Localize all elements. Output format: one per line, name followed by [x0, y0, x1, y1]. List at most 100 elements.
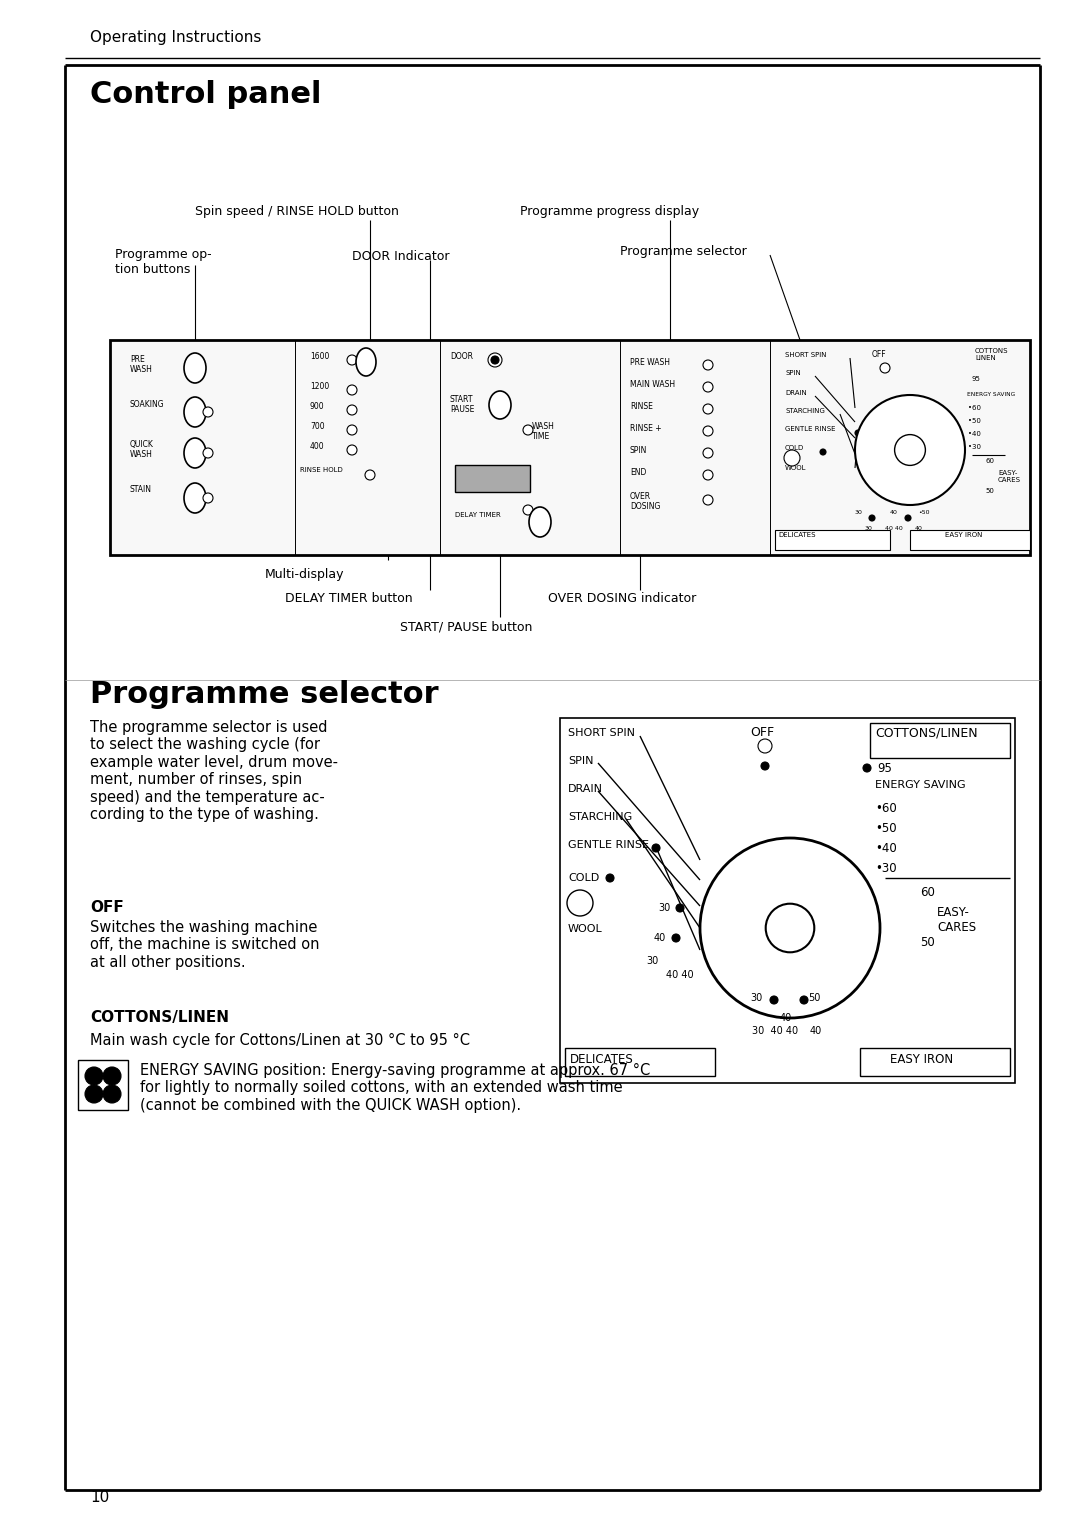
Text: GENTLE RINSE: GENTLE RINSE — [568, 839, 649, 850]
Text: 60: 60 — [920, 885, 935, 899]
Circle shape — [766, 904, 814, 953]
Text: SPIN: SPIN — [568, 755, 594, 766]
Circle shape — [905, 515, 912, 521]
Text: •40: •40 — [968, 431, 981, 437]
Text: DELICATES: DELICATES — [778, 532, 815, 538]
Text: QUICK
WASH: QUICK WASH — [130, 440, 153, 459]
Text: WOOL: WOOL — [568, 924, 603, 934]
Circle shape — [855, 430, 861, 436]
Circle shape — [703, 404, 713, 414]
Text: 40 40: 40 40 — [666, 969, 693, 980]
Text: •40: •40 — [875, 842, 896, 855]
Circle shape — [606, 875, 615, 882]
Text: SPIN: SPIN — [785, 370, 800, 376]
Text: OFF: OFF — [872, 350, 887, 359]
Bar — [110, 339, 1030, 555]
Text: 400: 400 — [310, 442, 325, 451]
Circle shape — [347, 405, 357, 414]
Circle shape — [103, 1067, 121, 1086]
Text: ENERGY SAVING position: Energy-saving programme at approx. 67 °C
for lightly to : ENERGY SAVING position: Energy-saving pr… — [140, 1063, 650, 1113]
Circle shape — [523, 425, 534, 434]
Circle shape — [203, 448, 213, 459]
Text: 10: 10 — [90, 1489, 109, 1505]
Text: END: END — [630, 468, 646, 477]
Circle shape — [488, 353, 502, 367]
Circle shape — [894, 434, 926, 465]
Text: DELAY TIMER: DELAY TIMER — [455, 512, 501, 518]
Text: RINSE: RINSE — [630, 402, 653, 411]
Text: 30: 30 — [865, 526, 873, 531]
Ellipse shape — [529, 508, 551, 537]
Circle shape — [855, 394, 966, 505]
Bar — [860, 1047, 1010, 1076]
Text: ENERGY SAVING: ENERGY SAVING — [875, 780, 966, 790]
Circle shape — [365, 469, 375, 480]
Text: COTTONS
LINEN: COTTONS LINEN — [975, 349, 1009, 361]
Circle shape — [567, 890, 593, 916]
Text: STARCHING: STARCHING — [568, 812, 632, 823]
Text: EASY IRON: EASY IRON — [890, 1053, 954, 1066]
Text: •30: •30 — [968, 443, 981, 450]
Text: PRE
WASH: PRE WASH — [130, 355, 153, 375]
Circle shape — [703, 382, 713, 391]
Text: OFF: OFF — [90, 901, 124, 914]
Bar — [561, 719, 1015, 1083]
Text: 30  40 40: 30 40 40 — [752, 1026, 798, 1037]
Circle shape — [761, 761, 769, 771]
Text: •60: •60 — [875, 803, 896, 815]
Text: 30: 30 — [658, 904, 671, 913]
Text: DRAIN: DRAIN — [785, 390, 807, 396]
Text: Multi-display: Multi-display — [265, 567, 345, 581]
Text: DELAY TIMER button: DELAY TIMER button — [285, 592, 413, 605]
Circle shape — [491, 356, 499, 364]
Text: EASY-
CARES: EASY- CARES — [998, 469, 1021, 483]
Circle shape — [703, 427, 713, 436]
Circle shape — [523, 505, 534, 515]
Bar — [455, 465, 530, 492]
Text: 95: 95 — [972, 376, 981, 382]
Circle shape — [85, 1086, 103, 1102]
Circle shape — [652, 844, 660, 852]
Circle shape — [347, 425, 357, 434]
Circle shape — [700, 838, 880, 1018]
Text: DOOR: DOOR — [450, 352, 473, 361]
Text: 40: 40 — [915, 526, 923, 531]
Text: WASH
TIME: WASH TIME — [532, 422, 555, 442]
Ellipse shape — [356, 349, 376, 376]
Text: MAIN WASH: MAIN WASH — [630, 381, 675, 388]
Text: 30: 30 — [750, 992, 762, 1003]
Text: •60: •60 — [968, 405, 981, 411]
Text: 900: 900 — [310, 402, 325, 411]
Text: DRAIN: DRAIN — [568, 784, 603, 794]
Text: RINSE HOLD: RINSE HOLD — [300, 466, 342, 472]
Text: SPIN: SPIN — [630, 446, 647, 456]
Text: COTTONS/LINEN: COTTONS/LINEN — [875, 726, 977, 739]
Text: SHORT SPIN: SHORT SPIN — [568, 728, 635, 739]
Text: RINSE +: RINSE + — [630, 424, 662, 433]
Circle shape — [869, 515, 875, 521]
Text: GENTLE RINSE: GENTLE RINSE — [785, 427, 836, 433]
Circle shape — [703, 448, 713, 459]
Ellipse shape — [184, 398, 206, 427]
Text: 30: 30 — [646, 956, 658, 966]
Text: STAIN: STAIN — [130, 485, 152, 494]
Circle shape — [203, 492, 213, 503]
Circle shape — [800, 995, 808, 1005]
Text: SHORT SPIN: SHORT SPIN — [785, 352, 826, 358]
Text: EASY-
CARES: EASY- CARES — [937, 907, 976, 934]
Text: Control panel: Control panel — [90, 80, 322, 109]
Text: 50: 50 — [808, 992, 821, 1003]
Text: 50: 50 — [985, 488, 994, 494]
Circle shape — [880, 362, 890, 373]
Text: Programme progress display: Programme progress display — [519, 205, 699, 219]
Text: STARCHING: STARCHING — [785, 408, 825, 414]
Bar — [565, 1047, 715, 1076]
Circle shape — [703, 469, 713, 480]
Circle shape — [863, 764, 870, 772]
Text: 1200: 1200 — [310, 382, 329, 391]
Text: START
PAUSE: START PAUSE — [450, 394, 474, 414]
Text: SOAKING: SOAKING — [130, 401, 164, 408]
Circle shape — [203, 407, 213, 417]
Text: 40: 40 — [890, 511, 897, 515]
Circle shape — [347, 385, 357, 394]
